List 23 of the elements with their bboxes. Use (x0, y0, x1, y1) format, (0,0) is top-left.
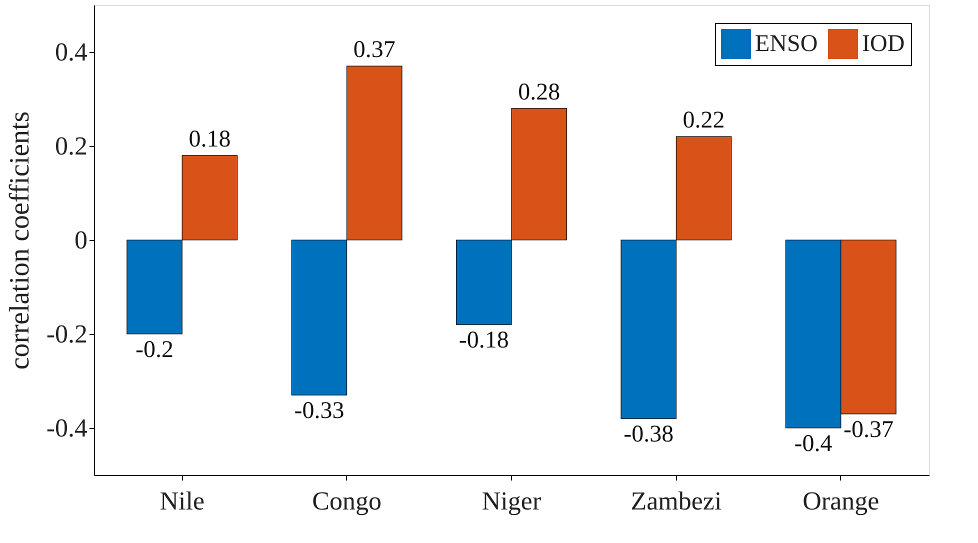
x-tick-label: Orange (802, 486, 880, 516)
legend-label: IOD (862, 31, 905, 57)
y-tick-label: 0.4 (55, 38, 88, 66)
legend-label: ENSO (755, 31, 818, 57)
data-label: -0.33 (294, 398, 344, 424)
y-tick-label: -0.4 (46, 414, 88, 442)
data-label: 0.37 (353, 37, 396, 64)
y-axis-title: correlation coefficients (4, 111, 36, 370)
x-tick-label: Zambezi (630, 486, 722, 516)
data-label: -0.4 (794, 431, 832, 457)
y-tick-label: 0 (74, 226, 88, 254)
data-label: -0.37 (843, 416, 894, 443)
x-tick-label: Niger (482, 486, 542, 516)
data-label: -0.2 (136, 337, 174, 363)
data-label: -0.38 (624, 422, 674, 448)
data-label: 0.18 (188, 126, 231, 152)
data-label: -0.18 (458, 328, 509, 354)
data-label: 0.22 (682, 108, 725, 134)
y-tick-label: 0.2 (55, 132, 88, 160)
data-label: 0.28 (518, 79, 560, 106)
y-tick-label: -0.2 (46, 320, 88, 348)
x-tick-label: Nile (160, 486, 204, 516)
x-tick-label: Congo (312, 486, 382, 516)
